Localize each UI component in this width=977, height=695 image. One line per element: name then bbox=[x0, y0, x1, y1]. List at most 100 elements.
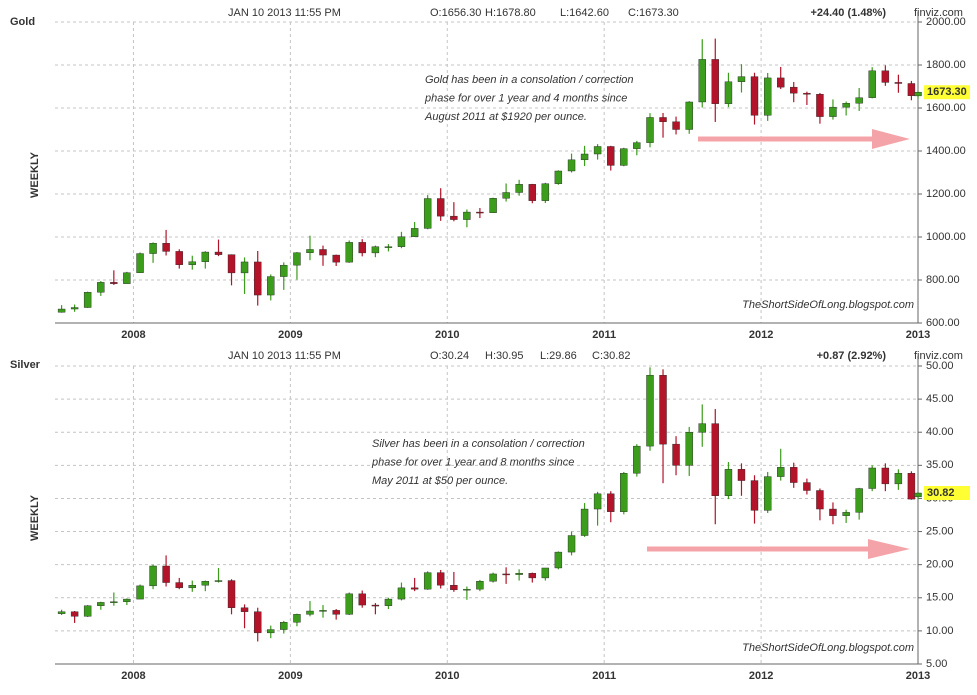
candle-body bbox=[332, 254, 340, 263]
candle-body bbox=[894, 473, 903, 485]
candle-body bbox=[371, 604, 380, 607]
candle-body bbox=[201, 581, 210, 586]
candle-body bbox=[123, 272, 131, 284]
candle-body bbox=[136, 585, 144, 600]
last-price-box bbox=[924, 85, 970, 100]
x-tick-label: 2008 bbox=[121, 329, 145, 341]
y-tick-label: 1800.00 bbox=[926, 59, 966, 71]
y-tick-label: 5.00 bbox=[926, 658, 947, 670]
x-tick-label: 2011 bbox=[592, 329, 616, 341]
candle-body bbox=[554, 551, 563, 569]
candle-body bbox=[293, 252, 301, 266]
candle-body bbox=[319, 610, 327, 612]
x-tick-label: 2010 bbox=[435, 329, 459, 341]
candle-body bbox=[711, 423, 719, 496]
candle-body bbox=[593, 146, 602, 155]
header-change: +24.40 (1.48%) bbox=[810, 7, 886, 19]
candle-body bbox=[397, 236, 406, 247]
candle-body bbox=[240, 607, 249, 612]
candle-body bbox=[528, 573, 537, 579]
candle-body bbox=[384, 598, 393, 606]
candle-body bbox=[790, 467, 798, 483]
header-ohlc: H:30.95 bbox=[485, 350, 524, 362]
header-date: JAN 10 2013 11:55 PM bbox=[228, 350, 341, 362]
arrow-head bbox=[872, 129, 910, 149]
candle-body bbox=[593, 493, 602, 510]
candle-body bbox=[698, 423, 706, 433]
candle-body bbox=[476, 211, 484, 214]
candle-body bbox=[855, 97, 863, 104]
candle-body bbox=[293, 614, 301, 623]
candle-body bbox=[436, 572, 445, 586]
trend-arrow bbox=[698, 129, 910, 149]
candle-body bbox=[515, 573, 523, 575]
candle-body bbox=[685, 101, 693, 130]
candle-body bbox=[280, 622, 288, 630]
candle-body bbox=[214, 251, 223, 255]
candle-body bbox=[620, 148, 628, 166]
chart-panel: 600.00 800.00 1000.00 1200.00 1400.00 1600.00… bbox=[10, 7, 970, 341]
source: finviz.com bbox=[914, 7, 963, 19]
candle-body bbox=[397, 587, 406, 600]
candle-body bbox=[254, 611, 262, 634]
candle-body bbox=[97, 282, 105, 293]
y-tick-label: 800.00 bbox=[926, 274, 960, 286]
candle-body bbox=[763, 476, 772, 511]
candle-body bbox=[57, 308, 66, 313]
header-ohlc: C:1673.30 bbox=[628, 7, 679, 19]
candle-body bbox=[907, 473, 916, 500]
candle-body bbox=[777, 467, 785, 477]
candle-body bbox=[450, 215, 458, 220]
candle-body bbox=[240, 261, 249, 274]
header-ohlc: O:30.24 bbox=[430, 350, 469, 362]
y-tick-label: 600.00 bbox=[926, 317, 960, 329]
candle-body bbox=[914, 492, 922, 498]
candle-body bbox=[659, 375, 667, 445]
candle-body bbox=[842, 512, 850, 516]
candle-body bbox=[829, 106, 837, 117]
annotation: August 2011 at $1920 per ounce. bbox=[424, 111, 587, 123]
x-tick-label: 2013 bbox=[906, 329, 930, 341]
x-tick-label: 2012 bbox=[749, 329, 773, 341]
candle-body bbox=[724, 81, 733, 104]
candle-body bbox=[672, 443, 680, 466]
x-tick-label: 2009 bbox=[278, 670, 302, 682]
chart-panel: 5.0010.0015.0020.0025.0030.0035.0040.004… bbox=[10, 350, 970, 682]
x-tick-label: 2009 bbox=[278, 329, 302, 341]
candle-body bbox=[149, 243, 157, 254]
chart-title: Gold bbox=[10, 16, 35, 28]
y-tick-label: 50.00 bbox=[926, 360, 954, 372]
candle-body bbox=[83, 605, 92, 617]
last-price-box bbox=[924, 486, 970, 501]
candle-body bbox=[175, 251, 183, 265]
y-tick-label: 1000.00 bbox=[926, 231, 966, 243]
candle-body bbox=[881, 70, 890, 83]
header-ohlc: H:1678.80 bbox=[485, 7, 536, 19]
candle-body bbox=[567, 535, 576, 553]
annotation: Silver has been in a consolation / corre… bbox=[372, 438, 585, 450]
annotation: phase for over 1 year and 8 months since bbox=[371, 456, 574, 468]
candle-body bbox=[672, 121, 680, 130]
candle-body bbox=[868, 70, 876, 98]
chart-title: Silver bbox=[10, 359, 41, 371]
header-ohlc: O:1656.30 bbox=[430, 7, 481, 19]
trend-arrow bbox=[647, 539, 910, 559]
candle-body bbox=[254, 261, 262, 296]
candle-body bbox=[633, 142, 641, 149]
candle-body bbox=[907, 83, 916, 96]
candle-body bbox=[855, 488, 863, 513]
candle-body bbox=[803, 92, 811, 95]
candle-body bbox=[201, 251, 210, 262]
candle-body bbox=[280, 264, 288, 277]
watermark: TheShortSideOfLong.blogspot.com bbox=[742, 299, 914, 311]
candle-body bbox=[502, 192, 510, 199]
header-date: JAN 10 2013 11:55 PM bbox=[228, 7, 341, 19]
candle-body bbox=[868, 467, 876, 489]
x-tick-label: 2008 bbox=[121, 670, 145, 682]
source: finviz.com bbox=[914, 350, 963, 362]
candle-body bbox=[489, 573, 497, 582]
y-tick-label: 10.00 bbox=[926, 625, 954, 637]
candle-body bbox=[123, 598, 131, 602]
candle-body bbox=[881, 467, 890, 485]
candle-body bbox=[541, 567, 550, 579]
